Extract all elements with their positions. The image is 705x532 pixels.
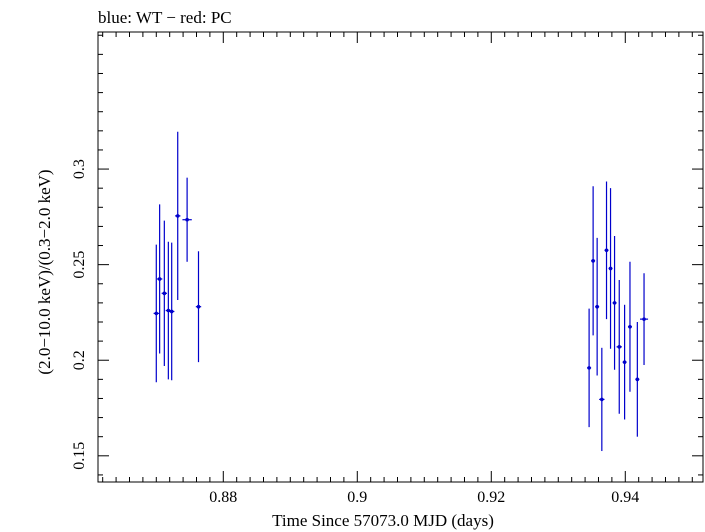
chart-title: blue: WT − red: PC: [98, 8, 232, 27]
x-tick-label: 0.9: [347, 489, 367, 506]
data-point: [622, 304, 627, 420]
data-point: [165, 241, 172, 380]
data-points: [153, 131, 649, 452]
y-axis-tick-labels: 0.15 0.2 0.25 0.3: [71, 159, 88, 470]
data-point: [604, 181, 609, 320]
data-point: [182, 177, 192, 262]
x-tick-label: 0.88: [209, 489, 237, 506]
data-point: [635, 321, 640, 437]
data-point: [591, 186, 596, 336]
data-point: [195, 251, 202, 363]
point-marker: [622, 360, 627, 364]
point-marker: [608, 266, 613, 271]
point-marker: [604, 248, 609, 253]
x-axis-ticks: [102, 32, 693, 482]
point-marker: [635, 377, 640, 382]
data-point: [627, 261, 632, 392]
data-point: [640, 273, 649, 366]
x-tick-label: 0.92: [477, 489, 505, 506]
point-marker: [595, 304, 599, 309]
y-tick-label: 0.2: [71, 350, 88, 370]
point-marker: [196, 304, 201, 309]
data-point: [612, 235, 617, 370]
data-point: [169, 242, 175, 381]
y-tick-label: 0.3: [71, 159, 88, 179]
point-marker: [157, 277, 162, 281]
point-marker: [617, 345, 622, 349]
plot-frame: [97, 31, 704, 483]
data-point: [599, 347, 605, 452]
y-tick-label: 0.15: [71, 442, 88, 470]
x-axis-label: Time Since 57073.0 MJD (days): [272, 511, 494, 530]
point-marker: [591, 259, 595, 263]
point-marker: [154, 311, 159, 316]
data-point: [153, 244, 159, 383]
point-marker: [175, 214, 180, 218]
point-marker: [628, 324, 632, 329]
point-marker: [162, 291, 167, 296]
point-marker: [642, 317, 646, 321]
y-tick-label: 0.25: [71, 251, 88, 279]
data-point: [608, 188, 613, 349]
data-point: [156, 204, 163, 354]
point-marker: [612, 301, 617, 305]
y-axis-label: (2.0−10.0 keV)/(0.3−2.0 keV): [35, 169, 54, 374]
x-tick-label: 0.94: [611, 489, 639, 506]
x-axis-tick-labels: 0.88 0.9 0.92 0.94: [209, 489, 639, 506]
data-point: [616, 279, 622, 414]
point-marker: [185, 217, 189, 222]
data-point: [161, 220, 168, 366]
point-marker: [587, 366, 591, 370]
data-point: [175, 131, 181, 301]
data-point: [587, 308, 592, 428]
y-axis-ticks: [98, 34, 703, 476]
data-point: [595, 237, 600, 376]
point-marker: [600, 397, 604, 402]
point-marker: [169, 309, 174, 314]
